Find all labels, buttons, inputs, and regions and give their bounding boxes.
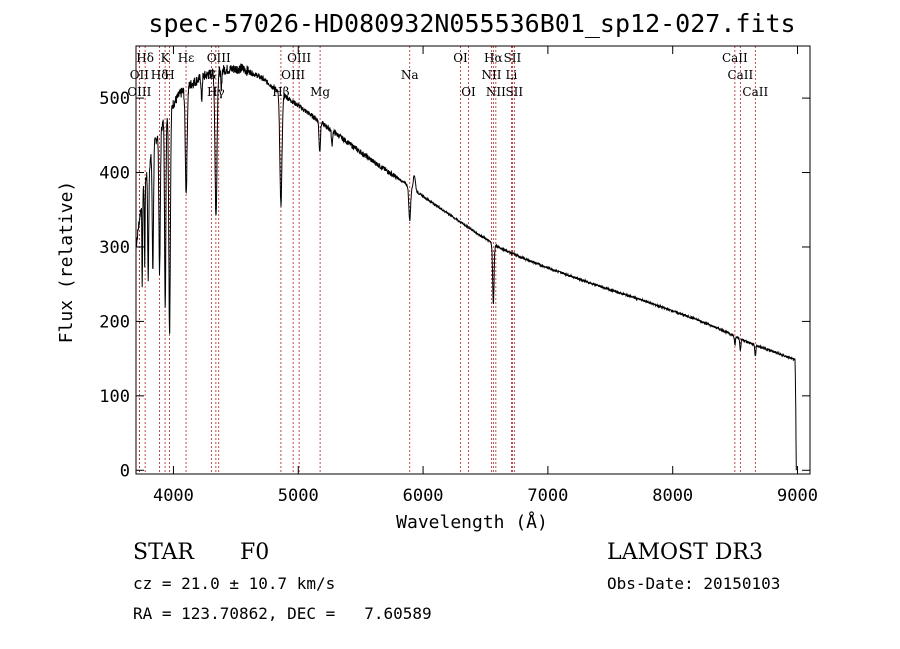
spectral-line-markers — [138, 46, 756, 474]
x-tick-label: 7000 — [527, 486, 568, 506]
marker-label: OI — [461, 85, 476, 99]
marker-label: NII — [486, 85, 506, 99]
x-tick-label: 6000 — [403, 486, 444, 506]
marker-label: K — [161, 51, 171, 65]
x-tick-label: 9000 — [777, 486, 818, 506]
marker-label: Mg — [310, 85, 330, 99]
marker-label: OIII — [207, 51, 231, 65]
redshift-text: cz = 21.0 ± 10.7 km/s — [133, 574, 335, 593]
y-tick-label: 200 — [99, 312, 130, 332]
spectrum-line — [135, 63, 797, 471]
marker-label: OIII — [287, 51, 311, 65]
y-tick-label: 300 — [99, 238, 130, 258]
marker-label: CaII — [727, 68, 753, 82]
marker-label: Hδ — [151, 68, 169, 82]
obs-date: Obs-Date: 20150103 — [607, 574, 780, 593]
plot-frame — [135, 45, 811, 475]
marker-label: Hδ — [136, 51, 154, 65]
y-tick-label: 400 — [99, 164, 130, 184]
y-tick-label: 100 — [99, 387, 130, 407]
marker-label: SII — [504, 51, 522, 65]
x-tick-label: 5000 — [278, 486, 319, 506]
coordinates-text: RA = 123.70862, DEC = 7.60589 — [133, 604, 432, 623]
marker-label: OI — [453, 51, 468, 65]
y-axis-ticks: 0 100 200 300 400 500 — [99, 89, 810, 481]
marker-label: SII — [505, 85, 523, 99]
marker-label: Hγ — [207, 85, 225, 99]
marker-label: Na — [401, 68, 419, 82]
marker-label: Hα — [484, 51, 503, 65]
marker-label: OII — [130, 68, 150, 82]
x-axis-label: Wavelength (Å) — [396, 511, 548, 533]
x-axis-ticks: 4000 5000 6000 7000 8000 9000 — [153, 46, 818, 506]
marker-label: OIII — [127, 85, 151, 99]
chart-title: spec-57026-HD080932N055536B01_sp12-027.f… — [148, 9, 795, 38]
marker-label: NII — [481, 68, 501, 82]
y-tick-label: 0 — [120, 461, 130, 481]
marker-label: OIII — [281, 68, 305, 82]
x-tick-label: 8000 — [652, 486, 693, 506]
marker-label: CaII — [722, 51, 748, 65]
x-tick-label: 4000 — [153, 486, 194, 506]
y-axis-label: Flux (relative) — [56, 181, 77, 344]
marker-label: CaII — [742, 85, 768, 99]
survey-name: LAMOST DR3 — [607, 540, 763, 565]
y-tick-label: 500 — [99, 89, 130, 109]
marker-label: Li — [506, 68, 518, 82]
marker-label: H — [164, 68, 174, 82]
object-class: STAR — [133, 540, 195, 565]
marker-label: Hε — [178, 51, 195, 65]
object-subclass: F0 — [240, 540, 269, 565]
